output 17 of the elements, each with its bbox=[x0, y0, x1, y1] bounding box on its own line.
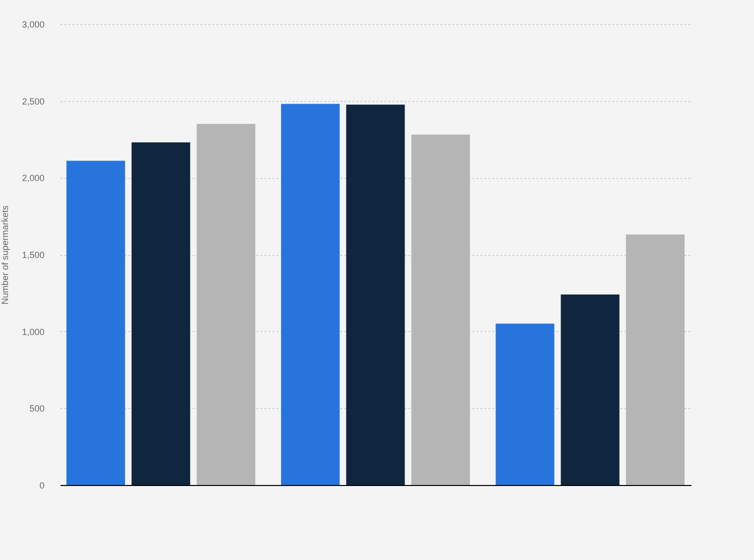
y-tick-label: 2,000 bbox=[22, 173, 44, 184]
bar bbox=[281, 104, 340, 485]
y-axis-title: Number of supermarkets bbox=[0, 204, 10, 305]
bar bbox=[196, 124, 256, 485]
y-tick-label: 3,000 bbox=[22, 20, 44, 30]
y-tick-label: 0 bbox=[39, 480, 44, 490]
bar bbox=[496, 324, 554, 485]
bar bbox=[560, 294, 620, 485]
bar bbox=[132, 142, 190, 485]
bar bbox=[66, 160, 126, 485]
bar bbox=[411, 134, 470, 485]
bar bbox=[346, 104, 405, 485]
y-tick-label: 1,000 bbox=[22, 326, 44, 337]
y-tick-label: 1,500 bbox=[22, 250, 44, 260]
bar bbox=[626, 234, 685, 485]
y-tick-label: 500 bbox=[29, 404, 44, 414]
y-tick-label: 2,500 bbox=[22, 96, 44, 106]
